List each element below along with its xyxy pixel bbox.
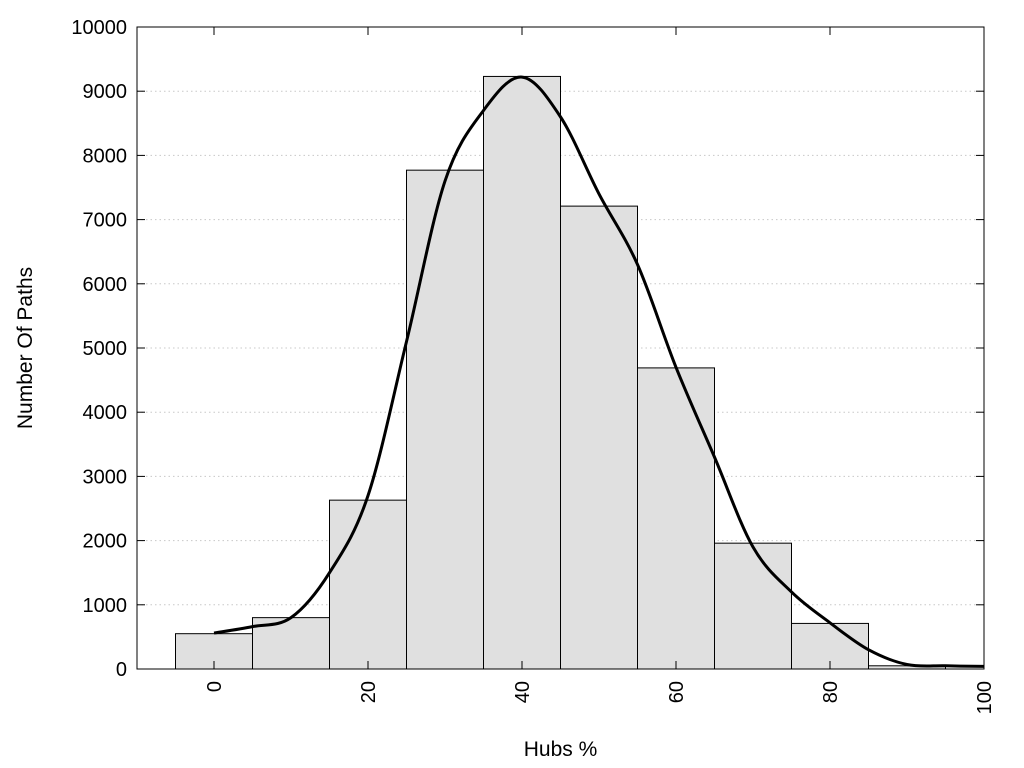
y-tick-label: 6000	[83, 274, 128, 296]
histogram-bars	[175, 75, 946, 670]
y-tick-label: 4000	[83, 402, 128, 424]
y-tick-label: 0	[116, 659, 127, 681]
x-tick-label: 40	[512, 681, 534, 703]
y-tick-label: 3000	[83, 466, 128, 488]
x-axis-title: Hubs %	[524, 738, 598, 761]
y-tick-label: 8000	[83, 145, 128, 167]
y-tick-label: 2000	[83, 531, 128, 553]
histogram-bar	[329, 499, 407, 670]
histogram-bar	[560, 205, 638, 670]
y-tick-label: 5000	[83, 338, 128, 360]
y-tick-label: 1000	[83, 595, 128, 617]
y-axis-ticks: 0 1000 2000 3000 4000 5000 6000 7000 8000 9000 100…	[71, 17, 984, 681]
x-tick-label: 0	[204, 681, 226, 692]
y-axis-title: Number Of Paths	[14, 267, 37, 429]
y-tick-label: 9000	[83, 81, 128, 103]
y-tick-label: 10000	[71, 17, 127, 39]
x-tick-label: 80	[820, 681, 842, 703]
x-tick-label: 20	[358, 681, 380, 703]
x-axis-ticks: 0 20 40 60 80 100	[204, 27, 996, 714]
density-curve	[213, 75, 985, 668]
histogram-bar	[714, 542, 792, 670]
histogram-bar	[406, 169, 484, 670]
x-tick-label: 100	[974, 681, 996, 714]
y-tick-label: 7000	[83, 210, 128, 232]
histogram-bar	[483, 75, 561, 670]
histogram-bar	[637, 367, 715, 670]
x-tick-label: 60	[666, 681, 688, 703]
